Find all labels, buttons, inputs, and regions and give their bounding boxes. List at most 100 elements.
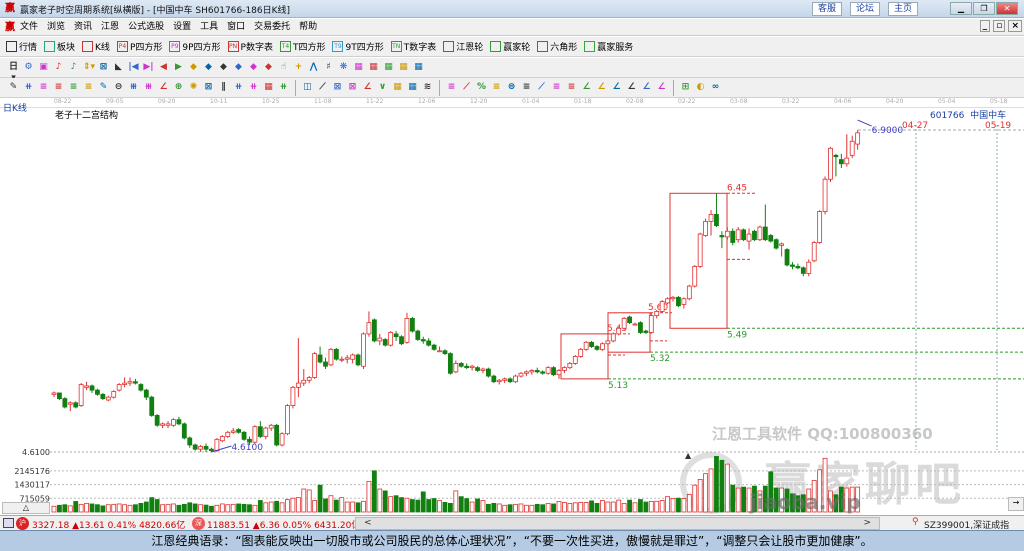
toolbar3-tool-9-icon[interactable]: ⧻ — [144, 82, 153, 92]
toolbar3-tool-15-icon[interactable]: ⧺ — [234, 82, 243, 92]
toolbar3-tool-32-icon[interactable]: % — [476, 82, 487, 92]
toolbar-button-8[interactable]: TN T数字表 — [390, 40, 436, 53]
toolbar-button-11[interactable]: 六角形 — [537, 40, 577, 53]
toolbar2-tool-6-icon[interactable]: ⊠ — [99, 62, 108, 72]
scroll-right-button[interactable]: → — [1008, 497, 1024, 511]
toolbar2-tool-15-icon[interactable]: ◆ — [235, 62, 242, 72]
toolbar2-tool-14-icon[interactable]: ◆ — [220, 62, 227, 72]
toolbar3-tool-39-icon[interactable]: ∠ — [582, 82, 591, 92]
toolbar2-tool-4-icon[interactable]: ♪ — [70, 62, 77, 72]
toolbar2-tool-16-icon[interactable]: ◆ — [250, 62, 257, 72]
toolbar3-tool-2-icon[interactable]: ≡ — [39, 82, 48, 92]
toolbar3-tool-33-icon[interactable]: ≡ — [492, 82, 501, 92]
toolbar2-tool-25-icon[interactable]: ▦ — [384, 62, 393, 72]
toolbar2-tool-27-icon[interactable]: ▦ — [414, 62, 423, 72]
forum-link[interactable]: 论坛 — [850, 2, 880, 16]
toolbar3-tool-23-icon[interactable]: ⊠ — [348, 82, 357, 92]
toolbar2-tool-3-icon[interactable]: ♪ — [55, 62, 62, 72]
toolbar3-tool-37-icon[interactable]: ≡ — [552, 82, 561, 92]
calculator-icon[interactable] — [3, 518, 14, 528]
toolbar2-tool-5-icon[interactable]: ⇕▾ — [83, 62, 96, 72]
kline-chart[interactable]: 2145176 1430117 715059 4.6100 04-27 05-19 6.45… — [0, 0, 1024, 515]
toolbar3-tool-46-icon[interactable]: ⊞ — [681, 82, 690, 92]
toolbar2-tool-26-icon[interactable]: ▦ — [399, 62, 408, 72]
toolbar3-tool-35-icon[interactable]: ≡ — [522, 82, 531, 92]
horizontal-scrollbar[interactable]: < > — [355, 517, 880, 530]
toolbar2-tool-13-icon[interactable]: ◆ — [205, 62, 212, 72]
close-button[interactable]: ✕ — [996, 2, 1018, 15]
toolbar3-tool-26-icon[interactable]: ▦ — [393, 82, 402, 92]
toolbar3-tool-7-icon[interactable]: ⊖ — [114, 82, 123, 92]
toolbar3-tool-20-icon[interactable]: ◫ — [303, 82, 312, 92]
toolbar-button-5[interactable]: PN P数字表 — [227, 40, 273, 53]
toolbar3-tool-40-icon[interactable]: ∠ — [597, 82, 606, 92]
toolbar3-tool-5-icon[interactable]: ≡ — [84, 82, 93, 92]
toolbar-button-1[interactable]: 板块 — [44, 40, 75, 53]
toolbar3-tool-43-icon[interactable]: ∠ — [642, 82, 651, 92]
toolbar-button-7[interactable]: T9 9T四方形 — [332, 40, 384, 53]
toolbar2-tool-17-icon[interactable]: ◆ — [265, 62, 272, 72]
menu-item-3[interactable]: 江恩 — [101, 22, 120, 32]
toolbar3-tool-12-icon[interactable]: ✺ — [189, 82, 198, 92]
toolbar3-tool-34-icon[interactable]: ⊜ — [507, 82, 516, 92]
toolbar2-tool-21-icon[interactable]: ♯ — [326, 62, 331, 72]
scroll-left-arrow[interactable]: < — [364, 518, 372, 528]
toolbar2-tool-18-icon[interactable]: ☝ — [280, 62, 287, 72]
toolbar3-tool-38-icon[interactable]: ≡ — [567, 82, 576, 92]
toolbar3-tool-11-icon[interactable]: ⊕ — [174, 82, 183, 92]
toolbar2-tool-10-icon[interactable]: ◀ — [160, 62, 167, 72]
toolbar3-tool-21-icon[interactable]: ⟋ — [319, 82, 326, 92]
menu-item-5[interactable]: 设置 — [173, 22, 192, 32]
mdi-minimize-button[interactable]: _ — [979, 20, 991, 32]
minimize-button[interactable]: ▁ — [950, 2, 972, 15]
service-link[interactable]: 客服 — [812, 2, 842, 16]
toolbar-button-12[interactable]: 赢家服务 — [584, 40, 633, 53]
toolbar3-tool-17-icon[interactable]: ▦ — [264, 82, 273, 92]
sh-index-quote[interactable]: 3327.18 ▲13.61 0.41% 4820.66亿 — [32, 521, 186, 531]
toolbar3-tool-10-icon[interactable]: ∠ — [159, 82, 168, 92]
toolbar3-tool-42-icon[interactable]: ∠ — [627, 82, 636, 92]
menu-item-7[interactable]: 窗口 — [227, 22, 246, 32]
toolbar2-tool-11-icon[interactable]: ▶ — [175, 62, 182, 72]
toolbar2-tool-12-icon[interactable]: ◆ — [190, 62, 197, 72]
menu-item-1[interactable]: 浏览 — [47, 22, 66, 32]
toolbar2-tool-22-icon[interactable]: ❋ — [339, 62, 348, 72]
toolbar2-tool-20-icon[interactable]: ⋀ — [309, 62, 318, 72]
menu-item-0[interactable]: 文件 — [20, 22, 39, 32]
toolbar3-tool-16-icon[interactable]: ⧺ — [249, 82, 258, 92]
menu-item-6[interactable]: 工具 — [200, 22, 219, 32]
toolbar-button-0[interactable]: 行情 — [6, 40, 37, 53]
toolbar3-tool-30-icon[interactable]: ≡ — [447, 82, 456, 92]
toolbar3-tool-25-icon[interactable]: ∨ — [378, 82, 387, 92]
toolbar3-tool-48-icon[interactable]: ∞ — [711, 82, 720, 92]
restore-button[interactable]: ❐ — [973, 2, 995, 15]
toolbar3-tool-31-icon[interactable]: ⟋ — [463, 82, 470, 92]
toolbar2-tool-7-icon[interactable]: ◣ — [115, 62, 122, 72]
sz-index-quote[interactable]: 11883.51 ▲6.36 0.05% 6431.20亿 — [207, 521, 361, 531]
toolbar3-tool-18-icon[interactable]: ⧺ — [279, 82, 288, 92]
toolbar3-tool-14-icon[interactable]: ∥ — [221, 82, 226, 92]
scroll-right-arrow[interactable]: > — [863, 518, 871, 528]
mdi-close-button[interactable]: × — [1008, 20, 1022, 32]
toolbar2-tool-9-icon[interactable]: ▶| — [143, 62, 154, 72]
toolbar3-tool-8-icon[interactable]: ⧻ — [129, 82, 138, 92]
menu-item-2[interactable]: 资讯 — [74, 22, 93, 32]
toolbar2-tool-24-icon[interactable]: ▦ — [369, 62, 378, 72]
menu-item-4[interactable]: 公式选股 — [128, 22, 165, 32]
toolbar3-tool-0-icon[interactable]: ✎ — [9, 82, 18, 92]
toolbar-button-10[interactable]: 赢家轮 — [490, 40, 530, 53]
collapse-volume-button[interactable]: △ — [2, 502, 50, 514]
home-link[interactable]: 主页 — [888, 2, 918, 16]
mdi-restore-button[interactable]: ▫ — [993, 20, 1006, 32]
menu-item-9[interactable]: 帮助 — [299, 22, 318, 32]
toolbar2-tool-2-icon[interactable]: ▣ — [39, 62, 48, 72]
toolbar-button-9[interactable]: 江恩轮 — [443, 40, 483, 53]
toolbar-button-2[interactable]: K线 — [82, 40, 110, 53]
current-index[interactable]: SZ399001,深证成指 — [924, 521, 1010, 531]
toolbar2-tool-8-icon[interactable]: |◀ — [128, 62, 139, 72]
toolbar2-tool-1-icon[interactable]: ⚙ — [24, 62, 33, 72]
toolbar3-tool-13-icon[interactable]: ⊠ — [204, 82, 213, 92]
toolbar3-tool-24-icon[interactable]: ∠ — [363, 82, 372, 92]
menu-item-8[interactable]: 交易委托 — [254, 22, 291, 32]
toolbar-button-3[interactable]: P4 P四方形 — [116, 40, 162, 53]
